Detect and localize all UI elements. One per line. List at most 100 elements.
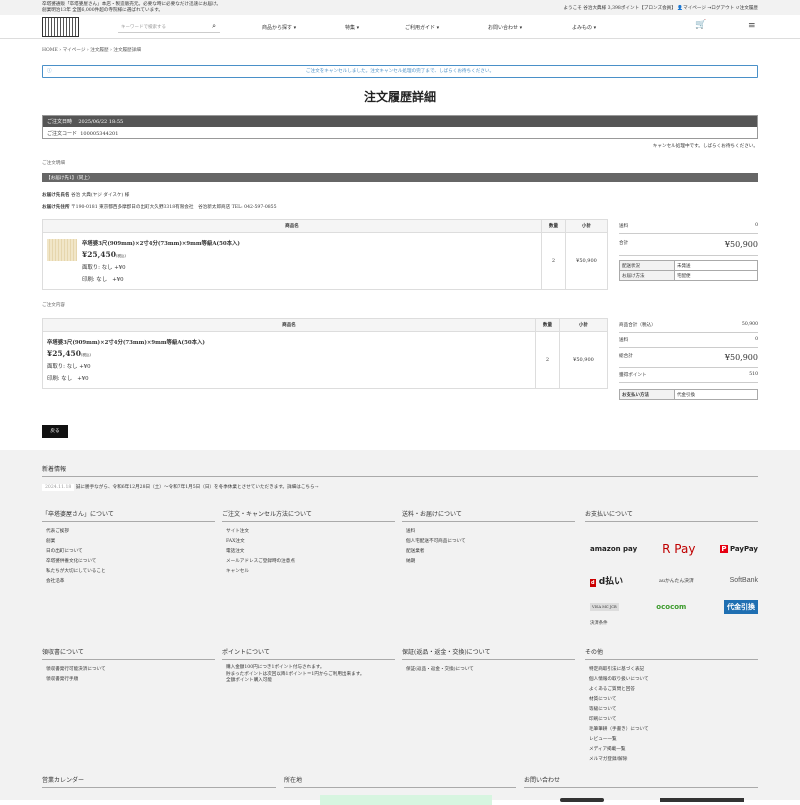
footer-link[interactable]: 創業: [46, 539, 56, 544]
footer-link[interactable]: 印刷について: [589, 717, 617, 722]
footer-link[interactable]: よくあるご質問と回答: [589, 687, 635, 692]
footer-link[interactable]: キャンセル: [226, 569, 249, 574]
cod-logo: 代金引換: [724, 600, 758, 614]
calendar-title: 営業カレンダー: [42, 775, 276, 788]
footer-link: 全額ポイント購入可能: [226, 678, 272, 683]
footer-link[interactable]: 特定商取引法に基づく表記: [589, 667, 645, 672]
col-name: 商品名: [42, 219, 542, 233]
welcome-text: ようこそ 谷治大典様 3,398ポイント【ブロンズ会員】: [563, 6, 676, 11]
recipient-address-label: お届け先住所: [42, 205, 70, 210]
contact-button-2[interactable]: [660, 798, 744, 802]
footer-link[interactable]: 代表ご挨拶: [46, 529, 69, 534]
nav-features[interactable]: 特集 ▾: [345, 25, 360, 31]
product-name[interactable]: 卒塔婆3尺(909mm)×2寸4分(73mm)×9mm等級A(50本入): [47, 340, 205, 346]
footer-link-list: 送料個人宅配送不可商品について 配送業者納期: [402, 527, 575, 567]
footer-link[interactable]: 保証(返品・返金・交換)について: [406, 667, 474, 672]
location-title: 所在地: [284, 775, 516, 788]
footer-link[interactable]: メールアドレスご登録時の注意点: [226, 559, 295, 564]
map[interactable]: [320, 795, 492, 805]
footer-link[interactable]: 等級について: [589, 707, 617, 712]
footer: 新着情報 2024.11.18 誠に勝手ながら、令和6年12月28日（土）〜令和…: [0, 450, 800, 805]
nav-reading[interactable]: よみもの ▾: [572, 25, 597, 31]
notice-text: ご注文をキャンセルしました。注文キャンセル処理の完了まで、しばらくお待ちください…: [305, 69, 495, 74]
mypage-link[interactable]: マイページ: [683, 6, 706, 11]
cart-icon[interactable]: 🛒: [695, 20, 707, 30]
points-value: 510: [749, 372, 758, 377]
product-thumbnail[interactable]: [47, 239, 77, 261]
footer-link[interactable]: 毛筆筆耕（手書き）について: [589, 727, 649, 732]
delivery-method: 宅配便: [674, 270, 758, 281]
recipient-name-label: お届け先氏名: [42, 193, 70, 198]
footer-link[interactable]: 卒塔婆供養文化について: [46, 559, 97, 564]
back-button[interactable]: 戻る: [42, 425, 68, 438]
total-value: ¥50,900: [724, 240, 758, 249]
logo[interactable]: [42, 17, 79, 37]
footer-column-title: ポイントについて: [222, 647, 395, 660]
footer-link-list: サイト注文 FAX注文電話注文メールアドレスご登録時の注意点 キャンセル: [222, 527, 395, 577]
order-items-table: 商品名 数量 小計 卒塔婆3尺(909mm)×2寸4分(73mm)×9mm等級A(5…: [42, 318, 608, 389]
page-title: 注文履歴詳細: [363, 90, 436, 104]
option-print-price: +¥0: [112, 277, 124, 283]
section-order-contents: ご注文内容: [42, 303, 65, 308]
payment-terms-link[interactable]: 決済条件: [590, 621, 608, 626]
footer-link[interactable]: 電話注文: [226, 549, 245, 554]
rakuten-pay-logo: R Pay: [662, 542, 696, 556]
search-icon[interactable]: ⌕: [212, 22, 216, 30]
footer-link[interactable]: 個人情報の取り扱いについて: [589, 677, 649, 682]
delivery-method-label: お届け方法: [619, 270, 675, 281]
footer-link[interactable]: 私たちが大切にしていること: [46, 569, 106, 574]
footer-link[interactable]: 会社沿革: [46, 579, 65, 584]
contact-button[interactable]: [560, 798, 604, 802]
logout-link[interactable]: ログアウト: [711, 6, 735, 11]
shipment-bar: 【お届け先1】（同上）: [42, 173, 758, 182]
footer-link-list: 購入金額100円につき1ポイント付与されます。 貯まったポイントは次回以降1ポイン…: [222, 665, 395, 685]
footer-link[interactable]: 日の出町について: [46, 549, 83, 554]
news-item[interactable]: 2024.11.18 誠に勝手ながら、令和6年12月28日（土）〜令和7年1月5…: [42, 484, 319, 491]
nav-contact[interactable]: お問い合わせ ▾: [488, 25, 523, 31]
option-print: 印刷: なし: [47, 376, 73, 382]
footer-link-list: 特定商取引法に基づく表記 個人情報の取り扱いについて よくあるご質問と回答 材質につい…: [585, 665, 758, 765]
col-name: 商品名: [42, 318, 536, 332]
option-print: 印刷: なし: [82, 277, 108, 283]
header: キーワードで検索する ⌕ 商品から探す ▾ 特集 ▾ ご利用ガイド ▾ お問い合わ…: [0, 15, 800, 39]
menu-icon[interactable]: ≡: [748, 21, 756, 31]
footer-link[interactable]: 配送業者: [406, 549, 425, 554]
footer-link[interactable]: サイト注文: [226, 529, 249, 534]
product-price: ¥25,450: [47, 349, 81, 358]
footer-column-title: その他: [585, 647, 758, 660]
footer-link[interactable]: 領収書発行可能決済について: [46, 667, 106, 672]
footer-link[interactable]: メディア掲載一覧: [589, 747, 626, 752]
product-name[interactable]: 卒塔婆3尺(909mm)×2寸4分(73mm)×9mm等級A(50本入): [82, 241, 240, 247]
order-date: 2025/06/22 18:55: [78, 119, 124, 125]
nav-products[interactable]: 商品から探す ▾: [262, 25, 297, 31]
section-order-details: ご注文明細: [42, 161, 65, 166]
grand-total: ¥50,900: [724, 353, 758, 362]
footer-link[interactable]: レビュー一覧: [589, 737, 617, 742]
info-icon: ⓘ: [47, 69, 52, 74]
search-input[interactable]: キーワードで検索する ⌕: [118, 20, 220, 33]
tax-note: (税込): [80, 353, 91, 357]
footer-link[interactable]: 納期: [406, 559, 416, 564]
footer-column-title: 保証(返品・返金・交換)について: [402, 647, 575, 660]
footer-link-list: 保証(返品・返金・交換)について: [402, 665, 575, 675]
footer-link[interactable]: メルマガ登録/解除: [589, 757, 628, 762]
option-chamfer: 面取り: なし: [47, 364, 78, 370]
footer-link[interactable]: 材質について: [589, 697, 617, 702]
footer-link-list: 代表ご挨拶創業日の出町について卒塔婆供養文化について私たちが大切にしていること会…: [42, 527, 215, 587]
footer-link[interactable]: 領収書発行手順: [46, 677, 79, 682]
top-bar: 卒塔婆通販「卒塔婆屋さん」本店・製造販売元。必要な時に必要なだけ迅速にお届け。創…: [0, 0, 800, 15]
amazon-pay-logo: amazon pay: [590, 545, 638, 553]
option-print-price: +¥0: [77, 376, 89, 382]
payment-method-label: お支払い方法: [619, 389, 675, 400]
footer-link[interactable]: 個人宅配送不可商品について: [406, 539, 466, 544]
goods-total-label: 商品合計（税込）: [619, 323, 656, 328]
order-code-label: ご注文コード: [47, 131, 78, 137]
history-link[interactable]: 注文履歴: [739, 6, 758, 11]
news-text[interactable]: 誠に勝手ながら、令和6年12月28日（土）〜令和7年1月5日（日）を冬季休業とさ…: [75, 485, 319, 490]
nav-guide[interactable]: ご利用ガイド ▾: [405, 25, 440, 31]
footer-link[interactable]: 送料: [406, 529, 416, 534]
footer-link[interactable]: FAX注文: [226, 539, 245, 544]
col-subtotal: 小計: [559, 318, 608, 332]
paypay-text: PayPay: [729, 545, 758, 553]
history-icon: ↺: [735, 6, 740, 11]
